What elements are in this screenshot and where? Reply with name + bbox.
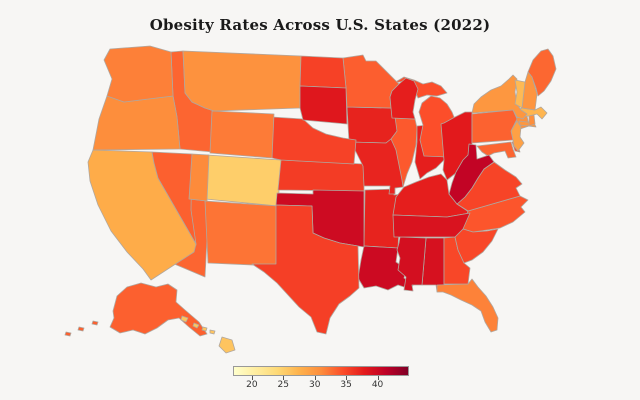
legend-tick-mark bbox=[283, 376, 285, 380]
state-ks[interactable] bbox=[277, 159, 365, 192]
state-ut[interactable] bbox=[188, 153, 210, 202]
legend-tick-label: 40 bbox=[371, 380, 384, 390]
color-legend-gradient-bar bbox=[233, 366, 409, 376]
legend-tick-mark bbox=[314, 376, 316, 380]
state-md[interactable] bbox=[476, 141, 517, 159]
color-legend: 20 25 30 35 40 bbox=[233, 366, 409, 392]
legend-tick-label: 35 bbox=[340, 380, 352, 390]
state-wi[interactable] bbox=[389, 77, 419, 120]
states-layer bbox=[64, 45, 557, 354]
state-ne[interactable] bbox=[271, 116, 357, 165]
state-wa[interactable] bbox=[103, 45, 174, 103]
state-nd[interactable] bbox=[299, 55, 347, 89]
state-tx[interactable] bbox=[251, 204, 360, 335]
legend-tick-mark bbox=[346, 376, 348, 380]
legend-tick-mark bbox=[251, 376, 253, 380]
state-wy[interactable] bbox=[209, 110, 275, 159]
state-nm[interactable] bbox=[204, 200, 279, 267]
legend-tick-mark bbox=[377, 376, 379, 380]
state-co[interactable] bbox=[204, 154, 282, 207]
state-ia[interactable] bbox=[346, 106, 398, 144]
legend-tick-label: 30 bbox=[308, 380, 321, 390]
state-ms[interactable] bbox=[396, 236, 427, 292]
state-hi[interactable] bbox=[180, 315, 236, 354]
state-wv[interactable] bbox=[448, 143, 495, 205]
state-fl[interactable] bbox=[436, 278, 499, 333]
page-title: Obesity Rates Across U.S. States (2022) bbox=[149, 16, 491, 35]
state-ak[interactable] bbox=[64, 282, 208, 337]
legend-tick-label: 20 bbox=[246, 380, 258, 390]
state-mo[interactable] bbox=[348, 138, 404, 195]
state-or[interactable] bbox=[92, 95, 181, 151]
state-mt[interactable] bbox=[182, 50, 302, 112]
state-sd[interactable] bbox=[299, 85, 348, 125]
state-me[interactable] bbox=[527, 48, 557, 97]
state-pa[interactable] bbox=[471, 109, 518, 144]
state-ri[interactable] bbox=[528, 114, 536, 127]
state-vt[interactable] bbox=[514, 79, 526, 109]
state-sc[interactable] bbox=[454, 228, 499, 264]
state-tn[interactable] bbox=[392, 212, 471, 238]
legend-tick-label: 25 bbox=[277, 380, 290, 390]
